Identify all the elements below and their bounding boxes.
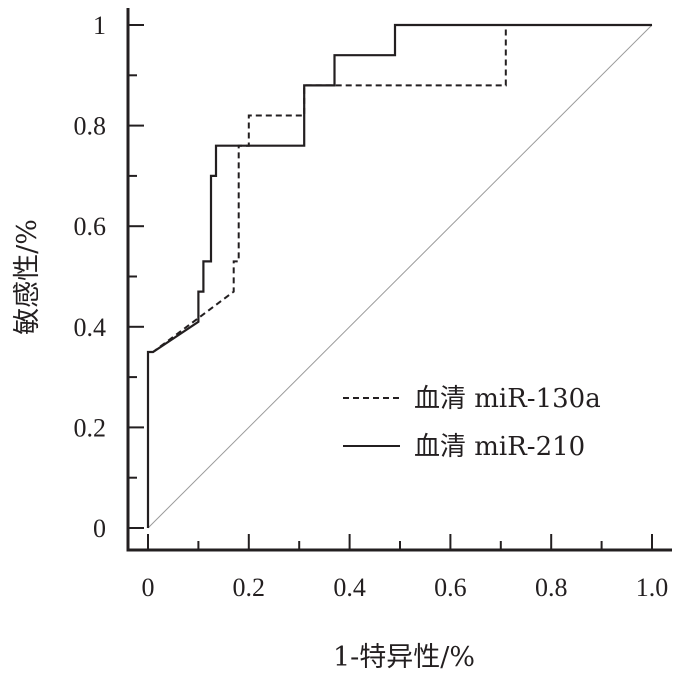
x-tick-label: 0.6 bbox=[434, 573, 467, 602]
legend: 血清 miR-130a 血清 miR-210 bbox=[343, 384, 601, 462]
reference-diagonal-line bbox=[147, 24, 653, 529]
x-axis-title: 1-特异性/% bbox=[333, 642, 475, 673]
y-tick-label: 0.8 bbox=[74, 112, 107, 141]
x-tick-label: 0.2 bbox=[233, 573, 266, 602]
y-tick-label: 0 bbox=[93, 514, 106, 543]
x-tick-label: 0.4 bbox=[333, 573, 366, 602]
series-layer bbox=[146, 23, 652, 528]
y-tick-label: 0.4 bbox=[74, 313, 107, 342]
y-tick-label: 0.2 bbox=[74, 413, 107, 442]
legend-label-miR-130a: 血清 miR-130a bbox=[414, 384, 601, 414]
axes bbox=[126, 8, 672, 552]
legend-label-miR-210: 血清 miR-210 bbox=[414, 432, 585, 462]
y-tick-label: 0.6 bbox=[74, 212, 107, 241]
x-tick-label: 1.0 bbox=[636, 573, 669, 602]
series-line-mir-210 bbox=[146, 23, 652, 528]
tick-labels: 0 0.2 0.4 0.6 0.8 1 0 0.2 0.4 0.6 0.8 1.0 bbox=[74, 11, 669, 602]
reference-layer bbox=[147, 24, 653, 529]
y-axis-title: 敏感性/% bbox=[12, 219, 43, 335]
x-tick-label: 0 bbox=[142, 573, 155, 602]
x-tick-label: 0.8 bbox=[535, 573, 568, 602]
ticks bbox=[128, 24, 653, 550]
y-tick-label: 1 bbox=[93, 11, 106, 40]
